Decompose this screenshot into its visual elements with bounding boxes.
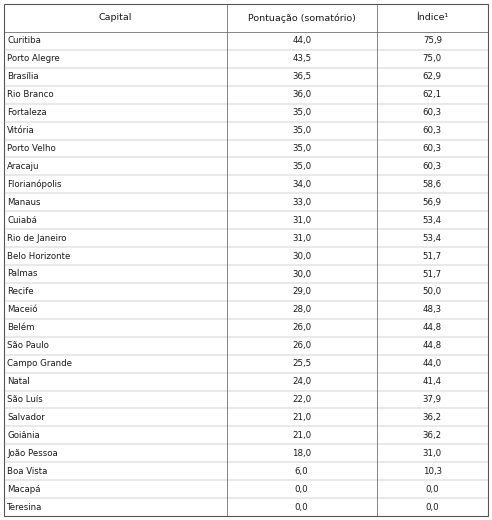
- Text: Goiânia: Goiânia: [7, 431, 40, 440]
- Text: 21,0: 21,0: [292, 413, 311, 422]
- Text: 43,5: 43,5: [292, 55, 311, 63]
- Text: 51,7: 51,7: [423, 269, 442, 279]
- Text: 36,5: 36,5: [292, 72, 311, 81]
- Text: 75,0: 75,0: [423, 55, 442, 63]
- Text: 58,6: 58,6: [423, 180, 442, 189]
- Text: 44,0: 44,0: [292, 36, 311, 45]
- Text: Natal: Natal: [7, 377, 30, 386]
- Text: 37,9: 37,9: [423, 395, 442, 404]
- Text: Boa Vista: Boa Vista: [7, 466, 47, 476]
- Text: 51,7: 51,7: [423, 252, 442, 261]
- Text: 34,0: 34,0: [292, 180, 311, 189]
- Text: João Pessoa: João Pessoa: [7, 449, 58, 458]
- Text: 30,0: 30,0: [292, 269, 311, 279]
- Text: 44,8: 44,8: [423, 341, 442, 350]
- Text: 60,3: 60,3: [423, 144, 442, 153]
- Text: 53,4: 53,4: [423, 233, 442, 243]
- Text: Maceió: Maceió: [7, 305, 37, 315]
- Text: 75,9: 75,9: [423, 36, 442, 45]
- Text: 24,0: 24,0: [292, 377, 311, 386]
- Text: Brasília: Brasília: [7, 72, 39, 81]
- Text: Aracaju: Aracaju: [7, 162, 39, 171]
- Text: 30,0: 30,0: [292, 252, 311, 261]
- Text: 53,4: 53,4: [423, 216, 442, 225]
- Text: São Luís: São Luís: [7, 395, 43, 404]
- Text: 22,0: 22,0: [292, 395, 311, 404]
- Text: 41,4: 41,4: [423, 377, 442, 386]
- Text: Capital: Capital: [98, 14, 132, 22]
- Text: 60,3: 60,3: [423, 162, 442, 171]
- Text: 35,0: 35,0: [292, 108, 311, 117]
- Text: 62,9: 62,9: [423, 72, 442, 81]
- Text: 6,0: 6,0: [295, 466, 308, 476]
- Text: Manaus: Manaus: [7, 198, 40, 207]
- Text: 0,0: 0,0: [295, 502, 308, 512]
- Text: 48,3: 48,3: [423, 305, 442, 315]
- Text: 25,5: 25,5: [292, 359, 311, 368]
- Text: 60,3: 60,3: [423, 126, 442, 135]
- Text: Pontuação (somatório): Pontuação (somatório): [248, 13, 356, 23]
- Text: Belo Horizonte: Belo Horizonte: [7, 252, 70, 261]
- Text: Florianópolis: Florianópolis: [7, 179, 62, 189]
- Text: Recife: Recife: [7, 288, 33, 296]
- Text: 18,0: 18,0: [292, 449, 311, 458]
- Text: 31,0: 31,0: [423, 449, 442, 458]
- Text: 29,0: 29,0: [292, 288, 311, 296]
- Text: 44,8: 44,8: [423, 323, 442, 332]
- Text: Fortaleza: Fortaleza: [7, 108, 47, 117]
- Text: Rio de Janeiro: Rio de Janeiro: [7, 233, 66, 243]
- Text: 36,0: 36,0: [292, 90, 311, 99]
- Text: Porto Velho: Porto Velho: [7, 144, 56, 153]
- Text: 56,9: 56,9: [423, 198, 442, 207]
- Text: 26,0: 26,0: [292, 323, 311, 332]
- Text: Belém: Belém: [7, 323, 34, 332]
- Text: Palmas: Palmas: [7, 269, 37, 279]
- Text: Teresina: Teresina: [7, 502, 42, 512]
- Text: Salvador: Salvador: [7, 413, 45, 422]
- Text: Índice¹: Índice¹: [416, 14, 449, 22]
- Text: 35,0: 35,0: [292, 162, 311, 171]
- Text: 50,0: 50,0: [423, 288, 442, 296]
- Text: São Paulo: São Paulo: [7, 341, 49, 350]
- Text: Vitória: Vitória: [7, 126, 35, 135]
- Text: Porto Alegre: Porto Alegre: [7, 55, 60, 63]
- Text: 10,3: 10,3: [423, 466, 442, 476]
- Text: 0,0: 0,0: [295, 485, 308, 493]
- Text: 33,0: 33,0: [292, 198, 311, 207]
- Text: 31,0: 31,0: [292, 233, 311, 243]
- Text: 0,0: 0,0: [426, 502, 439, 512]
- Text: 31,0: 31,0: [292, 216, 311, 225]
- Text: Curitiba: Curitiba: [7, 36, 41, 45]
- Text: Macapá: Macapá: [7, 485, 40, 493]
- Text: 36,2: 36,2: [423, 413, 442, 422]
- Text: 44,0: 44,0: [423, 359, 442, 368]
- Text: 28,0: 28,0: [292, 305, 311, 315]
- Text: Campo Grande: Campo Grande: [7, 359, 72, 368]
- Text: 60,3: 60,3: [423, 108, 442, 117]
- Text: 35,0: 35,0: [292, 126, 311, 135]
- Text: 62,1: 62,1: [423, 90, 442, 99]
- Text: 36,2: 36,2: [423, 431, 442, 440]
- Text: 35,0: 35,0: [292, 144, 311, 153]
- Text: 0,0: 0,0: [426, 485, 439, 493]
- Text: 21,0: 21,0: [292, 431, 311, 440]
- Text: 26,0: 26,0: [292, 341, 311, 350]
- Text: Cuiabá: Cuiabá: [7, 216, 37, 225]
- Text: Rio Branco: Rio Branco: [7, 90, 54, 99]
